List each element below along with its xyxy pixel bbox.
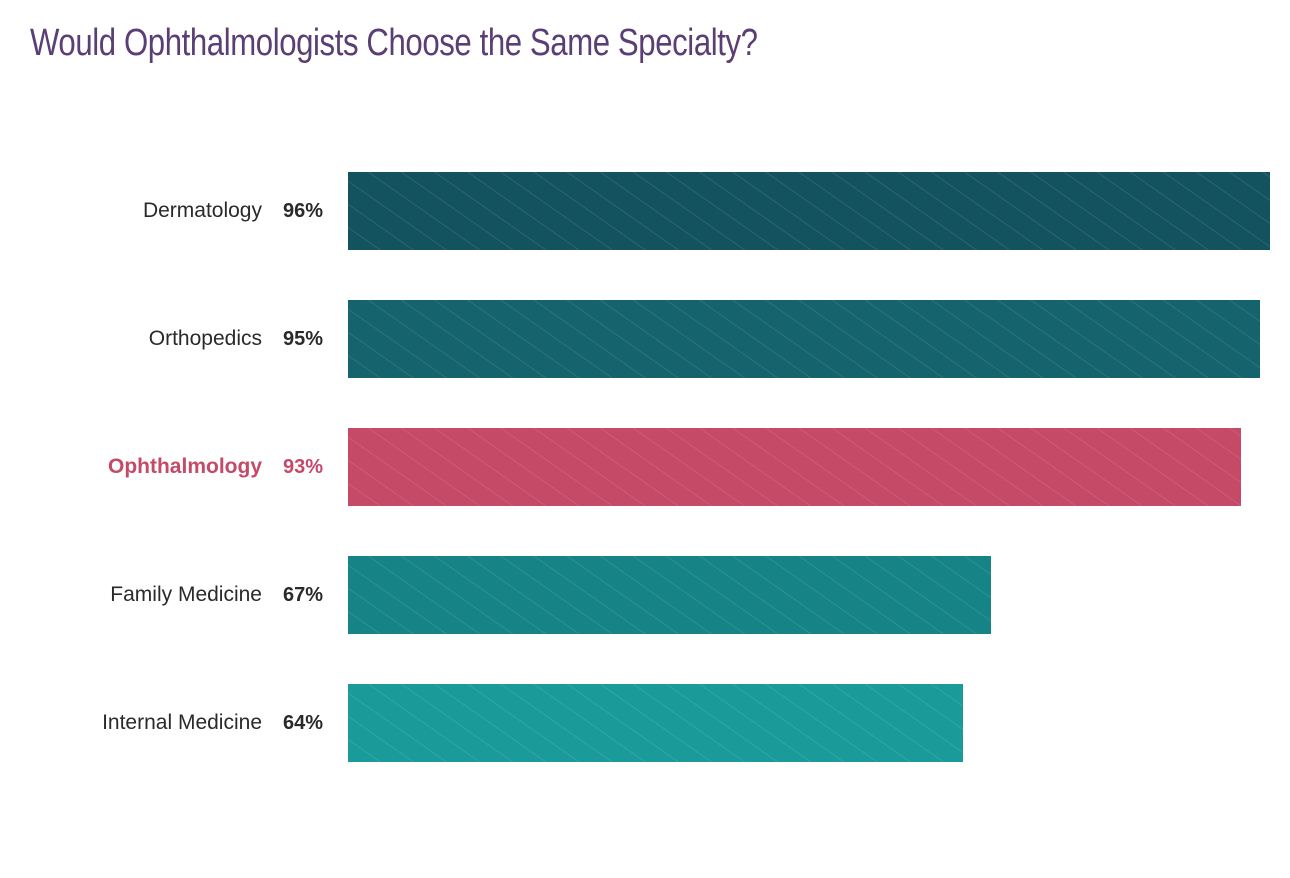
value-label: 67% [283,583,324,606]
bar-row-ophthalmology: Ophthalmology 93% [0,428,1290,506]
value-label: 96% [283,199,324,222]
bar [348,300,1260,378]
bar [348,556,991,634]
bar-row-internal-medicine: Internal Medicine 64% [0,684,1290,762]
value-label: 93% [283,455,324,478]
bar [348,172,1270,250]
category-label: Internal Medicine [102,711,262,734]
bar-row-dermatology: Dermatology 96% [0,172,1290,250]
category-label: Family Medicine [110,583,262,606]
category-label: Ophthalmology [108,455,262,478]
category-label: Orthopedics [148,327,262,350]
category-label: Dermatology [142,199,262,222]
value-label: 64% [283,711,324,734]
chart-title: Would Ophthalmologists Choose the Same S… [30,22,758,64]
bar [348,428,1241,506]
bar [348,684,963,762]
bar-row-family-medicine: Family Medicine 67% [0,556,1290,634]
value-label: 95% [283,327,324,350]
bar-row-orthopedics: Orthopedics 95% [0,300,1290,378]
